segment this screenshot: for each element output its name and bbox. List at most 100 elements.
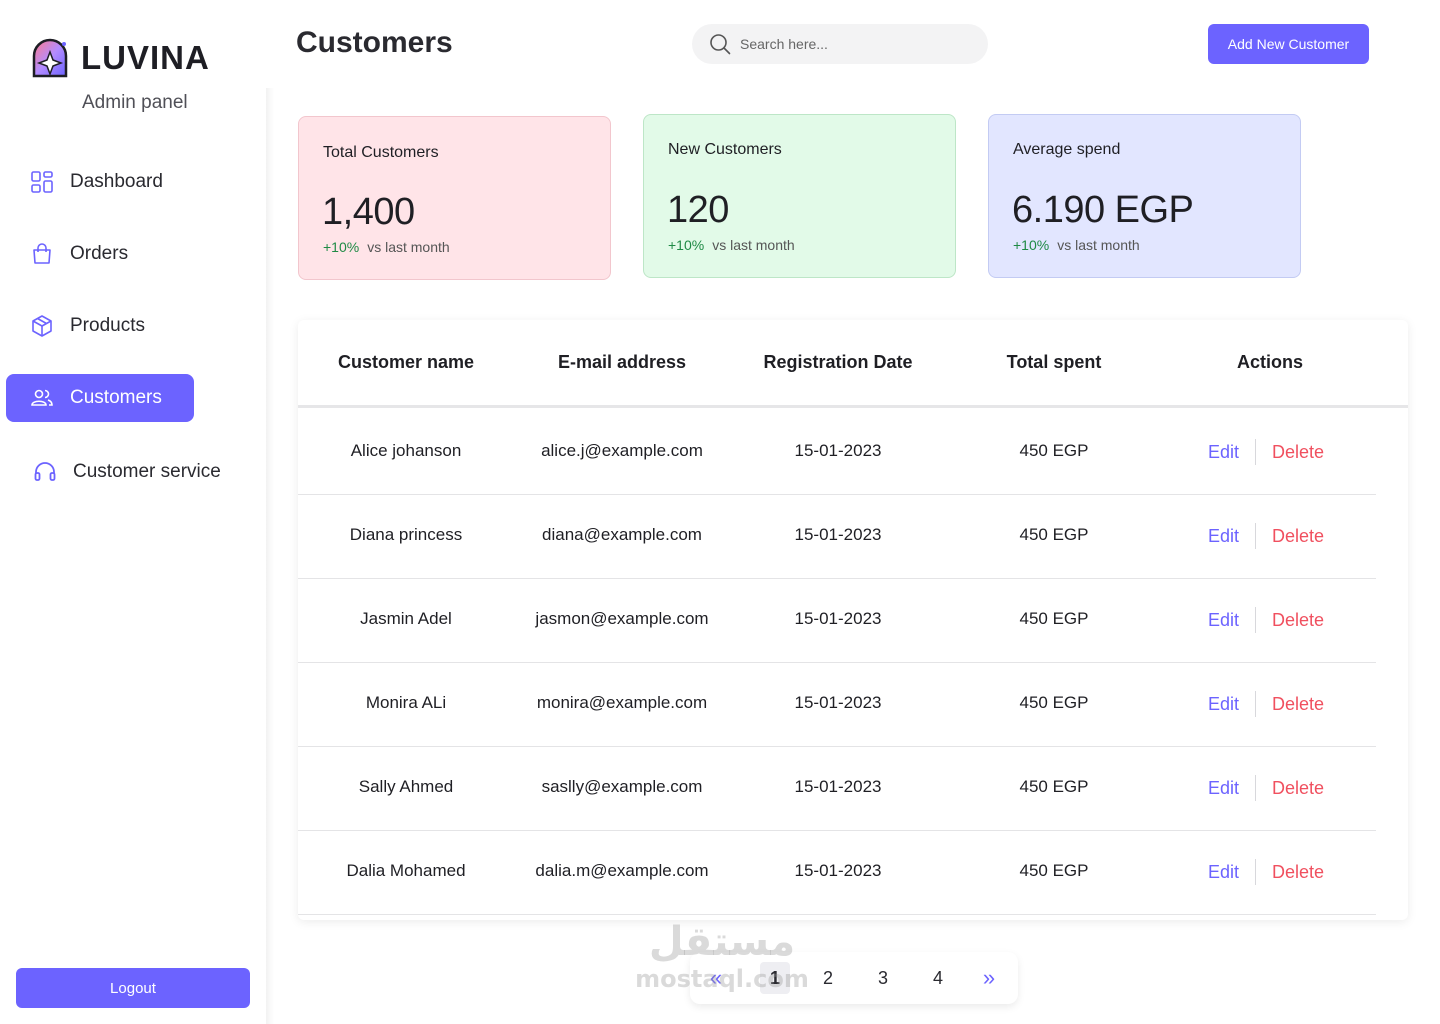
edit-button[interactable]: Edit xyxy=(1208,441,1240,462)
delete-button[interactable]: Delete xyxy=(1272,525,1325,546)
cell-customer-name: Sally Ahmed xyxy=(358,777,454,796)
add-new-customer-button[interactable]: Add New Customer xyxy=(1208,24,1369,64)
row-actions: Edit Delete xyxy=(1208,523,1324,549)
brand-name: LUVINA xyxy=(81,39,210,76)
stat-card-new-customers: New Customers 120 +10% vs last month xyxy=(643,114,956,278)
row-actions: Edit Delete xyxy=(1208,775,1324,801)
cell-registration-date: 15-01-2023 xyxy=(794,609,882,628)
action-divider xyxy=(1255,439,1257,465)
cell-customer-name: Diana princess xyxy=(349,525,463,544)
table-row: Diana princess diana@example.com 15-01-2… xyxy=(298,495,1376,579)
stat-label: New Customers xyxy=(668,141,782,158)
cell-registration-date: 15-01-2023 xyxy=(794,693,882,712)
stat-value: 1,400 xyxy=(322,191,415,233)
delete-button[interactable]: Delete xyxy=(1272,609,1325,630)
cell-total-spent: 450 EGP xyxy=(1019,525,1089,544)
users-icon xyxy=(31,387,53,409)
customers-table: Customer name E-mail address Registratio… xyxy=(298,320,1408,920)
stat-label: Average spend xyxy=(1013,141,1121,158)
action-divider xyxy=(1255,775,1257,801)
cell-registration-date: 15-01-2023 xyxy=(794,777,882,796)
action-divider xyxy=(1255,691,1257,717)
delete-button[interactable]: Delete xyxy=(1272,861,1325,882)
cell-registration-date: 15-01-2023 xyxy=(794,441,882,460)
sidebar-divider xyxy=(266,88,274,1024)
table-row: Alice johanson alice.j@example.com 15-01… xyxy=(298,411,1376,495)
cell-total-spent: 450 EGP xyxy=(1019,777,1089,796)
sidebar-item-label: Orders xyxy=(70,243,129,264)
row-actions: Edit Delete xyxy=(1208,859,1324,885)
sidebar-item-customers[interactable]: Customers xyxy=(6,374,194,422)
stat-change-percent: +10% xyxy=(1013,237,1050,253)
cell-registration-date: 15-01-2023 xyxy=(794,861,882,880)
admin-panel-label: Admin panel xyxy=(82,92,188,113)
sidebar-item-products[interactable]: Products xyxy=(6,302,194,350)
edit-button[interactable]: Edit xyxy=(1208,777,1240,798)
sidebar-item-dashboard[interactable]: Dashboard xyxy=(6,158,194,206)
cell-email: diana@example.com xyxy=(542,525,702,544)
table-row: Monira ALi monira@example.com 15-01-2023… xyxy=(298,663,1376,747)
sidebar-item-label: Customer service xyxy=(73,461,221,482)
stat-change-note: vs last month xyxy=(367,239,450,255)
cell-customer-name: Monira ALi xyxy=(365,693,447,712)
cell-email: dalia.m@example.com xyxy=(535,861,709,880)
shopping-bag-icon xyxy=(31,243,53,265)
column-header-email[interactable]: E-mail address xyxy=(557,352,687,372)
edit-button[interactable]: Edit xyxy=(1208,609,1240,630)
stat-change-note: vs last month xyxy=(1057,237,1140,253)
stat-change: +10% vs last month xyxy=(1013,237,1140,253)
search-bar[interactable] xyxy=(692,24,988,64)
cell-email: jasmon@example.com xyxy=(535,609,709,628)
page-2-button[interactable]: 2 xyxy=(822,967,833,988)
brand[interactable]: LUVINA xyxy=(30,38,210,78)
edit-button[interactable]: Edit xyxy=(1208,525,1240,546)
page-1-button[interactable]: 1 xyxy=(760,962,790,994)
cell-total-spent: 450 EGP xyxy=(1019,693,1089,712)
next-page-button[interactable]: » xyxy=(982,965,996,990)
cell-customer-name: Dalia Mohamed xyxy=(346,861,466,880)
cell-email: alice.j@example.com xyxy=(541,441,703,460)
column-header-total-spent[interactable]: Total spent xyxy=(1006,352,1102,372)
table-row: Sally Ahmed saslly@example.com 15-01-202… xyxy=(298,747,1376,831)
cell-customer-name: Alice johanson xyxy=(350,441,462,460)
cell-customer-name: Jasmin Adel xyxy=(360,609,452,628)
search-input[interactable] xyxy=(740,36,960,52)
row-actions: Edit Delete xyxy=(1208,439,1324,465)
page-4-button[interactable]: 4 xyxy=(932,967,943,988)
stat-change: +10% vs last month xyxy=(668,237,795,253)
sidebar-item-orders[interactable]: Orders xyxy=(6,230,194,278)
stat-value: 6.190 EGP xyxy=(1012,189,1194,231)
row-actions: Edit Delete xyxy=(1208,607,1324,633)
pagination: « 1 2 3 4 » xyxy=(690,952,1018,1004)
sidebar-item-customer-service[interactable]: Customer service xyxy=(6,448,256,496)
delete-button[interactable]: Delete xyxy=(1272,693,1325,714)
action-divider xyxy=(1255,523,1257,549)
delete-button[interactable]: Delete xyxy=(1272,441,1325,462)
page-3-button[interactable]: 3 xyxy=(877,967,888,988)
table-row: Jasmin Adel jasmon@example.com 15-01-202… xyxy=(298,579,1376,663)
delete-button[interactable]: Delete xyxy=(1272,777,1325,798)
edit-button[interactable]: Edit xyxy=(1208,861,1240,882)
stat-change-note: vs last month xyxy=(712,237,795,253)
row-actions: Edit Delete xyxy=(1208,691,1324,717)
stat-value: 120 xyxy=(667,189,729,231)
action-divider xyxy=(1255,607,1257,633)
logout-button[interactable]: Logout xyxy=(16,968,250,1008)
stat-change-percent: +10% xyxy=(668,237,705,253)
edit-button[interactable]: Edit xyxy=(1208,693,1240,714)
sidebar: LUVINA Admin panel Dashboard Orders Prod… xyxy=(0,0,266,1024)
action-divider xyxy=(1255,859,1257,885)
luvina-logo-icon xyxy=(30,38,70,78)
table-header: Customer name E-mail address Registratio… xyxy=(298,320,1408,408)
grid-icon xyxy=(31,171,53,193)
cell-total-spent: 450 EGP xyxy=(1019,441,1089,460)
column-header-registration-date[interactable]: Registration Date xyxy=(763,352,913,372)
stat-change-percent: +10% xyxy=(323,239,360,255)
sidebar-item-label: Products xyxy=(70,315,145,336)
search-icon xyxy=(709,33,731,55)
cell-email: monira@example.com xyxy=(536,693,708,712)
stat-change: +10% vs last month xyxy=(323,239,450,255)
previous-page-button[interactable]: « xyxy=(709,965,723,990)
column-header-customer-name[interactable]: Customer name xyxy=(337,352,475,372)
cell-registration-date: 15-01-2023 xyxy=(794,525,882,544)
